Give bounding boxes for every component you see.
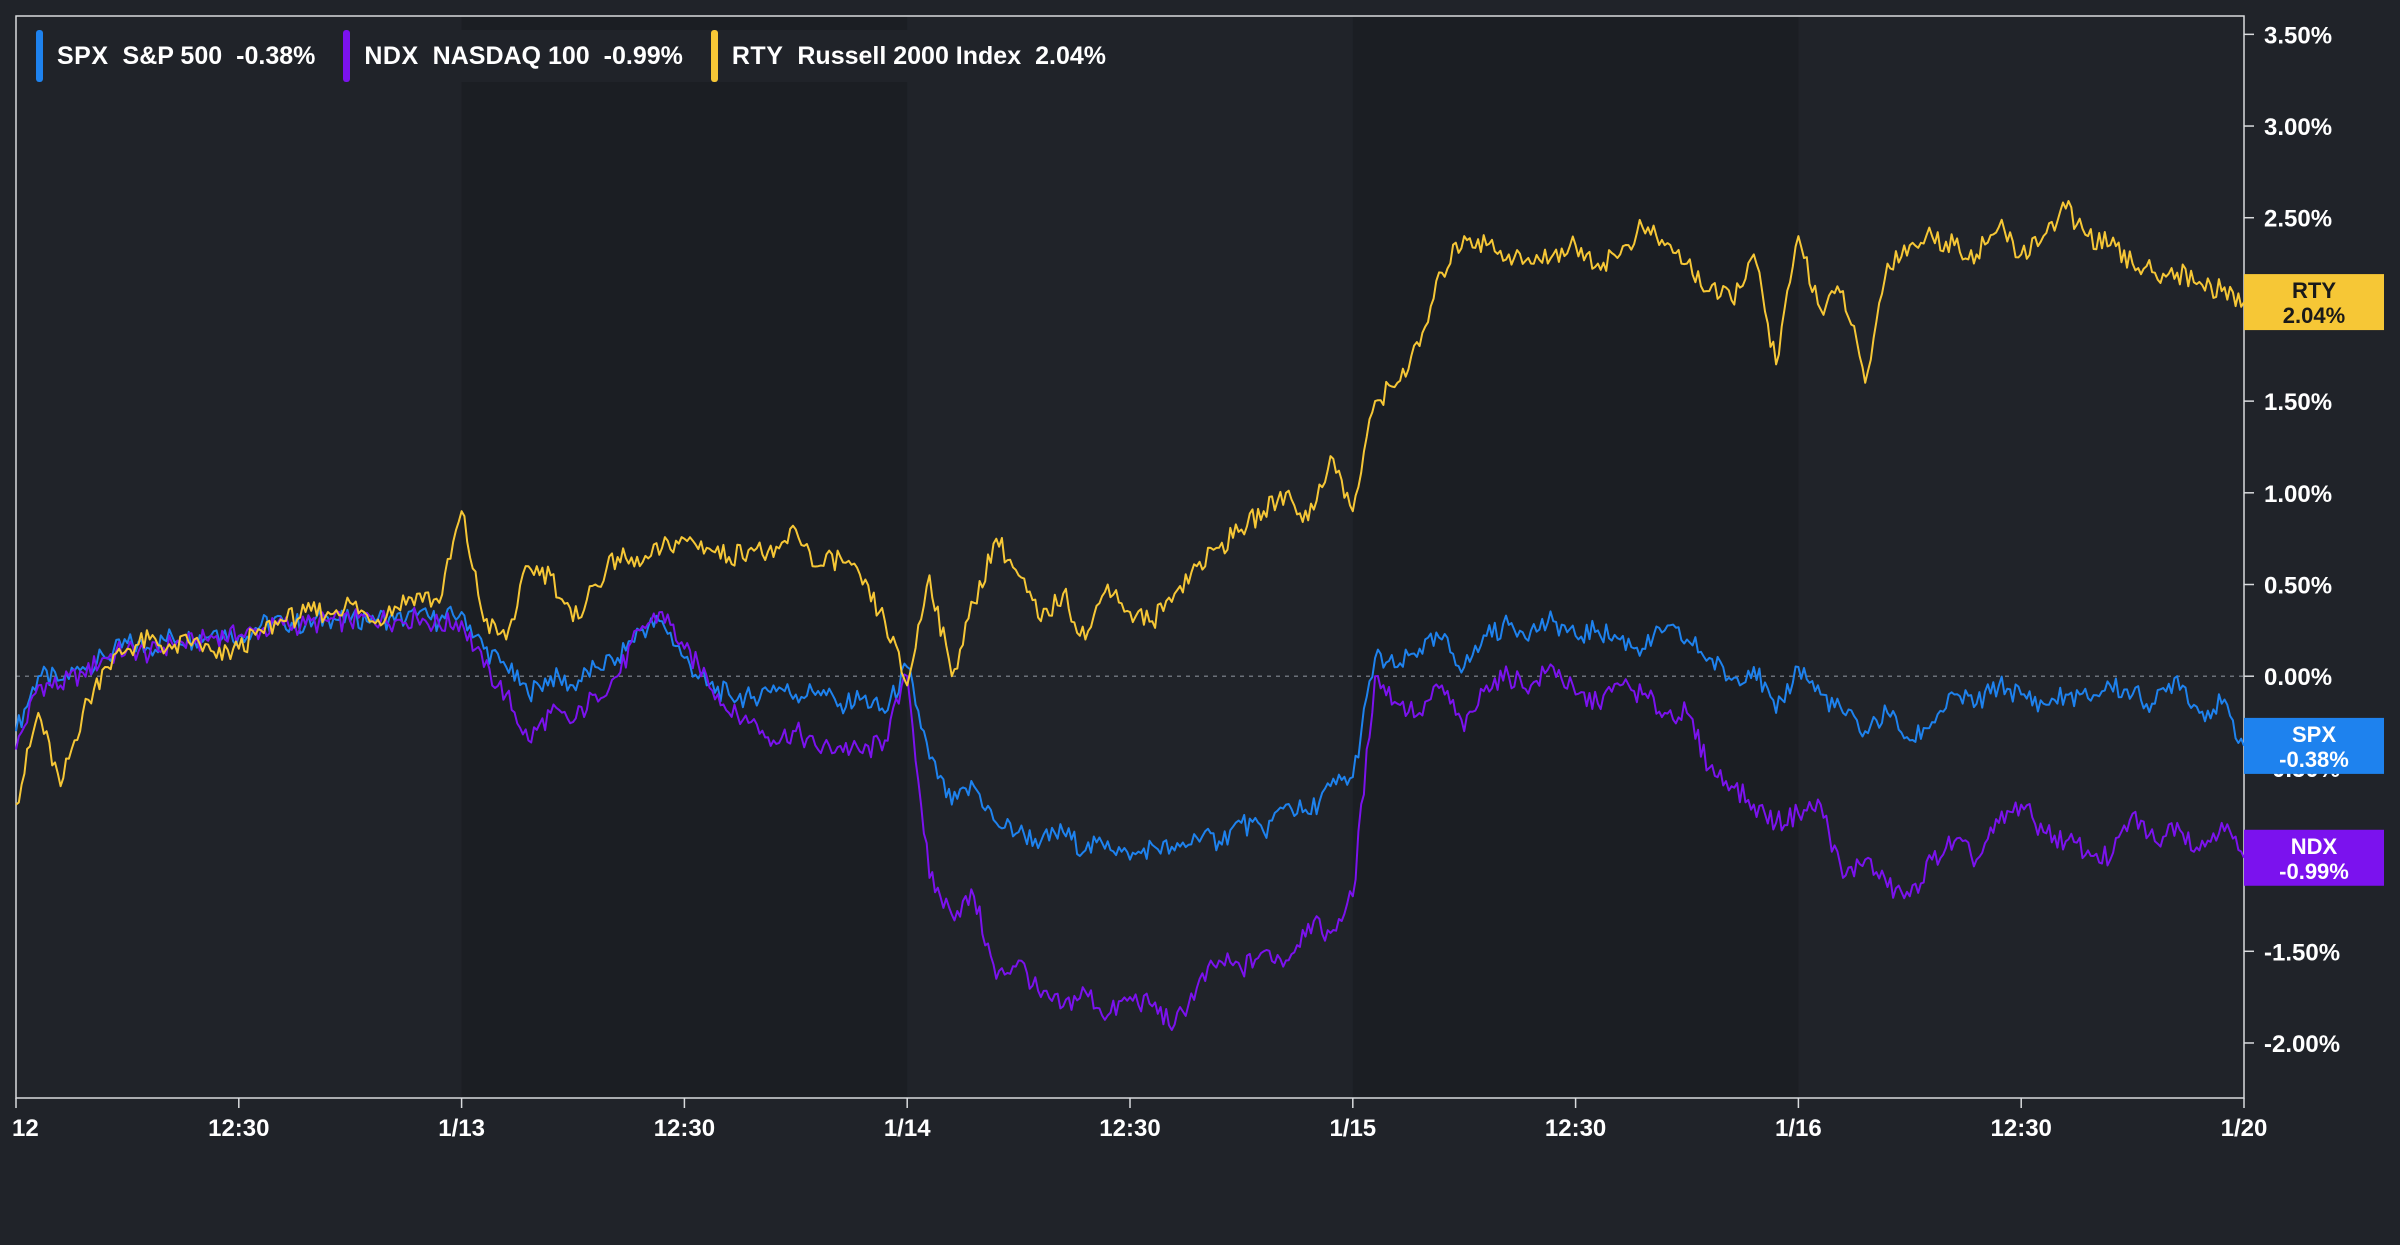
last-value-badge-rty — [2244, 274, 2384, 331]
legend-swatch-ndx — [343, 30, 351, 82]
legend-swatch-rty — [710, 30, 718, 82]
last-value-badge-change: 2.04% — [2283, 303, 2345, 328]
legend-change: -0.99% — [603, 41, 683, 70]
y-tick-label: 1.50% — [2264, 389, 2332, 416]
legend-name: S&P 500 — [122, 41, 223, 70]
legend-change: -0.38% — [236, 41, 316, 70]
session-shade — [1352, 16, 1799, 1098]
x-tick-label: 12 — [12, 1115, 39, 1142]
last-value-badge-change: -0.99% — [2279, 859, 2349, 884]
legend-code: NDX — [364, 41, 419, 70]
legend-change: 2.04% — [1035, 41, 1106, 70]
legend-item-rty[interactable]: RTY Russell 2000 Index 2.04% — [710, 30, 1106, 82]
y-tick-label: -1.50% — [2264, 939, 2340, 966]
x-tick-label: 1/14 — [884, 1115, 931, 1142]
legend-name: NASDAQ 100 — [432, 41, 590, 70]
y-tick-label: -2.00% — [2264, 1031, 2340, 1058]
x-tick-label: 1/20 — [2221, 1115, 2268, 1142]
x-tick-label: 12:30 — [208, 1115, 269, 1142]
last-value-badge-code: NDX — [2291, 834, 2338, 859]
x-tick-label: 12:30 — [1099, 1115, 1160, 1142]
last-value-badge-code: SPX — [2292, 722, 2336, 747]
x-tick-label: 1/13 — [438, 1115, 485, 1142]
x-tick-label: 12:30 — [654, 1115, 715, 1142]
x-tick-label: 12:30 — [1545, 1115, 1606, 1142]
y-tick-label: 0.00% — [2264, 664, 2332, 691]
last-value-badge-change: -0.38% — [2279, 747, 2349, 772]
y-tick-label: 3.00% — [2264, 114, 2332, 141]
legend: SPX S&P 500 -0.38% NDX NASDAQ 100 -0.99%… — [30, 30, 1114, 82]
legend-swatch-spx — [36, 30, 43, 82]
last-value-badge-ndx — [2244, 829, 2384, 886]
series-line-ndx — [15, 606, 2245, 1031]
x-tick-label: 1/16 — [1775, 1115, 1822, 1142]
series-line-rty — [15, 200, 2245, 806]
legend-code: RTY — [731, 41, 784, 70]
plot-area — [16, 16, 2244, 1098]
legend-code: SPX — [57, 41, 109, 70]
legend-item-spx[interactable]: SPX S&P 500 -0.38% — [36, 30, 315, 82]
x-tick-label: 12:30 — [1991, 1115, 2052, 1142]
last-value-badge-code: RTY — [2292, 278, 2336, 303]
y-tick-label: 1.00% — [2264, 481, 2332, 508]
last-value-badge-spx — [2244, 717, 2384, 774]
y-tick-label: 3.50% — [2264, 22, 2332, 49]
y-tick-label: 0.50% — [2264, 573, 2332, 600]
x-tick-label: 1/15 — [1329, 1115, 1376, 1142]
series-line-spx — [15, 605, 2245, 861]
legend-item-ndx[interactable]: NDX NASDAQ 100 -0.99% — [343, 30, 683, 82]
y-tick-label: 2.50% — [2264, 206, 2332, 233]
legend-name: Russell 2000 Index — [797, 41, 1022, 70]
